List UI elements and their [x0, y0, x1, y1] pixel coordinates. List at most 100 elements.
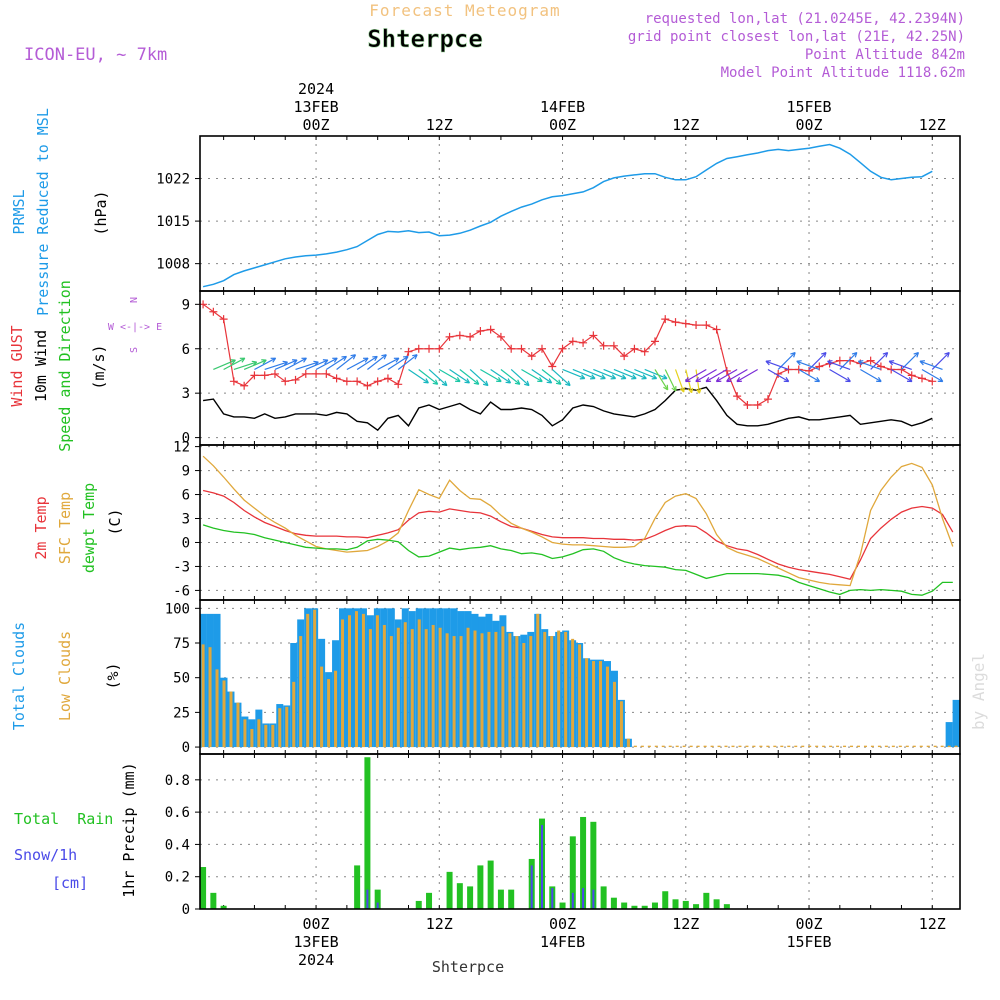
wind-arrow-head: [292, 359, 298, 365]
low-cloud-bar: [940, 745, 944, 748]
clouds-ytick-label: 50: [173, 671, 190, 687]
gust-marker: [835, 356, 844, 365]
pressure-ylabel: (hPa): [92, 190, 110, 235]
rain-bar: [415, 900, 422, 909]
wind-arrow-head: [796, 360, 802, 366]
pressure-panel: 1008 1015 1022: [156, 136, 960, 291]
gust-marker: [918, 374, 926, 383]
wind-arrow-head: [821, 351, 827, 358]
low-cloud-bar: [836, 745, 840, 748]
gust-marker: [496, 332, 505, 341]
gust-marker: [404, 347, 413, 356]
low-cloud-bar: [703, 745, 707, 748]
temperature-ytick-label: 0: [182, 535, 190, 551]
wind-arrow: [233, 361, 257, 371]
wind-arrow-head: [464, 378, 470, 384]
clouds-ytick-label: 100: [165, 601, 190, 617]
low-cloud-bar: [564, 631, 568, 748]
low-cloud-bar: [640, 745, 644, 748]
low-cloud-bar: [529, 636, 533, 748]
low-cloud-bar: [410, 629, 414, 748]
wind-arrow: [377, 357, 400, 371]
gust-marker: [363, 381, 372, 390]
gust-marker: [599, 341, 608, 350]
pressure-title-2: Pressure Reduced to MSL: [34, 108, 52, 316]
rain-bar: [487, 860, 494, 909]
low-cloud-bar: [919, 745, 923, 748]
wind-arrow-head: [610, 374, 617, 380]
wind-ylabel: (m/s): [90, 344, 108, 389]
bottom-time-label: 00Z: [303, 915, 330, 933]
precip-panel: 0 0.2 0.4 0.6 0.8: [165, 754, 960, 918]
low-cloud-bar: [877, 745, 881, 748]
gust-marker: [630, 344, 639, 353]
precip-title-2: Snow/1h: [14, 846, 77, 864]
wind-arrow: [336, 354, 356, 370]
low-cloud-bar: [891, 745, 895, 748]
low-cloud-bar: [780, 745, 784, 748]
low-cloud-bar: [912, 745, 916, 748]
top-time-label: 12Z: [426, 116, 453, 134]
gust-marker: [784, 365, 793, 374]
low-cloud-bar: [731, 745, 735, 748]
wind-arrow: [890, 368, 913, 383]
wind-arrow: [674, 369, 685, 393]
info-line-4: Model Point Altitude 1118.62m: [721, 65, 965, 81]
temperature-ytick-label: 9: [182, 464, 190, 480]
low-cloud-bar: [327, 679, 331, 748]
wind-arrow: [654, 369, 669, 391]
rain-bar: [426, 892, 433, 909]
bottom-time-label: 12Z: [919, 915, 946, 933]
wind-arrow: [664, 369, 677, 392]
rain-bar: [580, 816, 587, 909]
gust-marker: [661, 315, 670, 324]
low-cloud-bar: [389, 636, 393, 748]
low-cloud-bar: [243, 719, 247, 748]
wind-arrow-head: [363, 357, 369, 363]
low-cloud-bar: [675, 745, 679, 748]
temp-title-2: SFC Temp: [56, 492, 74, 564]
clouds-ytick-label: 75: [173, 636, 190, 652]
low-cloud-bar: [619, 701, 623, 748]
low-cloud-bar: [424, 629, 428, 748]
low-cloud-bar: [354, 611, 358, 748]
snow-bar: [366, 889, 369, 909]
wind-arrow: [593, 368, 616, 380]
wind-arrow: [510, 369, 530, 386]
low-cloud-bar: [438, 627, 442, 748]
wind-title-1: Wind GUST: [8, 325, 26, 406]
wind-arrow-head: [412, 354, 418, 360]
low-cloud-bar: [334, 670, 338, 748]
low-cloud-bar: [605, 666, 609, 748]
gust-marker: [209, 307, 218, 316]
cloud-title-2: Low Clouds: [56, 631, 74, 721]
gust-marker: [517, 344, 526, 353]
wind-ytick-label: 3: [182, 386, 190, 402]
low-cloud-bar: [696, 745, 700, 748]
low-cloud-bar: [452, 636, 456, 748]
low-cloud-bar: [466, 627, 470, 748]
wind-arrow-head: [350, 354, 357, 360]
low-cloud-bar: [222, 680, 226, 748]
low-cloud-bar: [599, 661, 603, 748]
gust-marker: [692, 321, 701, 330]
gust-marker: [445, 332, 454, 341]
precip-ylabel: 1hr Precip (mm): [120, 762, 138, 897]
wind-arrow: [858, 360, 882, 371]
wind-arrow-head: [322, 359, 329, 365]
temperature-2m-temp-line: [202, 489, 954, 580]
low-cloud-bar: [808, 745, 812, 748]
low-cloud-bar: [229, 691, 233, 748]
low-cloud-bar: [285, 706, 289, 748]
low-cloud-bar: [306, 613, 310, 748]
rain-bar: [364, 757, 371, 909]
bottom-time-label: 00Z: [795, 915, 822, 933]
wind-arrow: [346, 357, 369, 371]
bottom-time-label: 15FEB: [786, 933, 831, 951]
wind-arrow-head: [372, 355, 378, 362]
low-cloud-bar: [898, 745, 902, 748]
rain-bar: [672, 899, 679, 909]
wind-arrow: [284, 357, 307, 371]
compass-north: N: [129, 297, 140, 303]
